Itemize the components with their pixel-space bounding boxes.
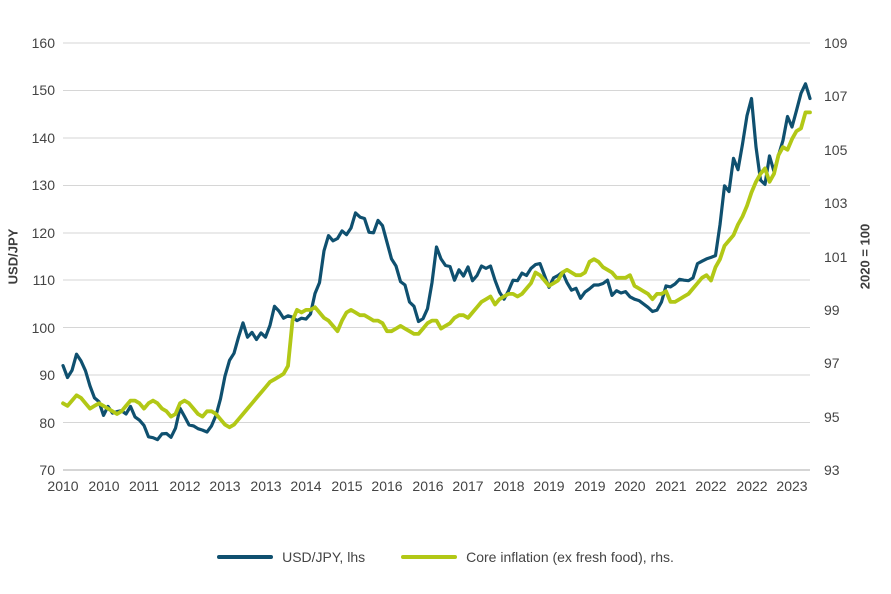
left-axis-tick-label: 70 [39,462,55,478]
usdjpy-line-swatch [217,554,274,560]
x-axis-tick-label: 2015 [331,478,363,494]
left-axis-tick-label: 140 [31,130,55,146]
x-axis-tick-label: 2012 [169,478,201,494]
right-axis-tick-label: 99 [824,302,840,318]
legend-item-core-inflation: Core inflation (ex fresh food), rhs. [401,549,674,565]
left-axis-tick-label: 160 [31,35,55,51]
x-axis-tick-label: 2013 [209,478,241,494]
left-axis-tick-label: 110 [32,272,55,288]
x-axis-tick-label: 2010 [88,478,120,494]
x-axis-tick-label: 2021 [655,478,687,494]
x-axis-tick-label: 2019 [574,478,606,494]
x-axis-tick-label: 2011 [128,478,160,494]
left-axis-tick-label: 80 [39,415,55,431]
right-axis-title: 2020 = 100 [857,223,873,290]
right-axis-tick-label: 107 [824,88,848,104]
right-axis-tick-label: 109 [824,35,848,51]
legend-item-usdjpy: USD/JPY, lhs [217,549,365,565]
x-axis-tick-label: 2016 [412,478,444,494]
x-axis-tick-label: 2010 [47,478,79,494]
right-axis-tick-label: 95 [824,409,840,425]
left-axis-tick-label: 130 [31,177,55,193]
left-axis-tick-label: 150 [31,82,55,98]
x-axis-tick-label: 2019 [533,478,565,494]
usdjpy-line [61,82,812,442]
x-axis-tick-label: 2023 [776,478,808,494]
core-inflation-line [61,110,812,430]
right-axis-tick-label: 101 [824,249,848,265]
legend-label-core-inflation: Core inflation (ex fresh food), rhs. [466,549,674,565]
left-axis-tick-label: 90 [39,367,55,383]
legend-label-usdjpy: USD/JPY, lhs [282,549,366,565]
left-axis-tick-label: 100 [31,320,55,336]
right-axis-tick-label: 97 [824,355,840,371]
x-axis-tick-label: 2016 [371,478,403,494]
right-axis-tick-label: 105 [824,142,848,158]
right-axis-tick-label: 103 [824,195,848,211]
legend: USD/JPY, lhs Core inflation (ex fresh fo… [0,549,891,565]
x-axis-tick-label: 2018 [493,478,525,494]
x-axis-tick-label: 2013 [250,478,282,494]
core-inflation-line-swatch [401,554,458,560]
x-axis-tick-label: 2014 [290,478,322,494]
right-axis-tick-label: 93 [824,462,840,478]
x-axis-tick-label: 2022 [736,478,768,494]
x-axis-tick-label: 2017 [452,478,484,494]
left-axis-tick-label: 120 [31,225,55,241]
x-axis-tick-label: 2020 [614,478,646,494]
x-axis-tick-label: 2022 [695,478,727,494]
